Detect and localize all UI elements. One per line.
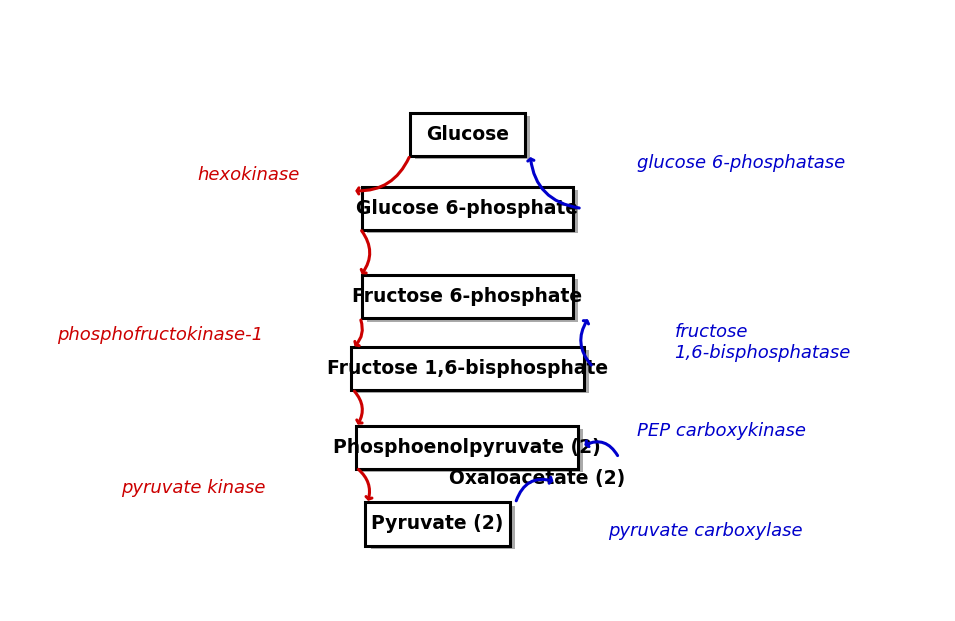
FancyBboxPatch shape: [371, 506, 515, 549]
Text: Fructose 6-phosphate: Fructose 6-phosphate: [352, 288, 583, 306]
Text: glucose 6-phosphatase: glucose 6-phosphatase: [638, 154, 846, 172]
Text: Phosphoenolpyruvate (2): Phosphoenolpyruvate (2): [333, 438, 601, 457]
Text: fructose
1,6-bisphosphatase: fructose 1,6-bisphosphatase: [674, 323, 851, 361]
FancyBboxPatch shape: [356, 426, 579, 469]
Text: hexokinase: hexokinase: [198, 166, 300, 184]
FancyBboxPatch shape: [410, 113, 524, 156]
Text: Fructose 1,6-bisphosphate: Fructose 1,6-bisphosphate: [327, 359, 607, 378]
FancyBboxPatch shape: [366, 502, 510, 545]
Text: phosphofructokinase-1: phosphofructokinase-1: [57, 326, 264, 344]
FancyBboxPatch shape: [362, 187, 573, 230]
Text: Pyruvate (2): Pyruvate (2): [371, 515, 504, 533]
Text: PEP carboxykinase: PEP carboxykinase: [638, 422, 806, 440]
Text: pyruvate kinase: pyruvate kinase: [121, 479, 265, 497]
FancyBboxPatch shape: [362, 275, 573, 319]
Text: Oxaloacetate (2): Oxaloacetate (2): [450, 469, 626, 488]
FancyBboxPatch shape: [367, 279, 578, 322]
FancyBboxPatch shape: [350, 347, 584, 390]
Text: Glucose: Glucose: [426, 125, 509, 144]
FancyBboxPatch shape: [361, 429, 584, 473]
Text: Glucose 6-phosphate: Glucose 6-phosphate: [356, 199, 579, 218]
Text: pyruvate carboxylase: pyruvate carboxylase: [607, 522, 802, 540]
FancyBboxPatch shape: [356, 350, 589, 394]
FancyBboxPatch shape: [415, 116, 530, 159]
FancyBboxPatch shape: [367, 190, 578, 233]
